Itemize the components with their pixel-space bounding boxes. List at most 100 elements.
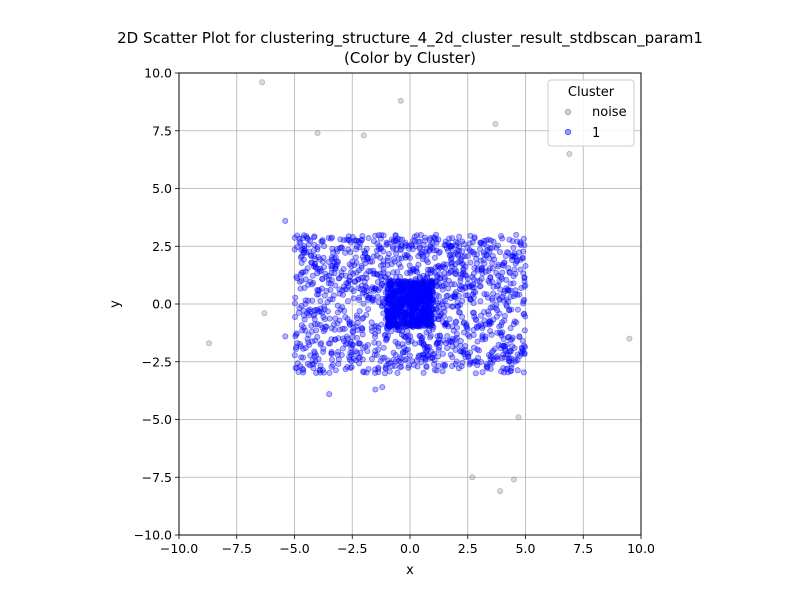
cluster-1-point xyxy=(334,302,341,309)
cluster-1-point xyxy=(357,349,364,356)
cluster-1-point xyxy=(346,318,353,325)
cluster-1-point xyxy=(482,336,489,343)
cluster-1-point xyxy=(314,321,321,328)
cluster-1-point xyxy=(390,356,397,363)
cluster-1-point xyxy=(382,337,389,344)
cluster-1-point xyxy=(292,294,299,301)
cluster-1-point xyxy=(510,244,517,251)
cluster-1-point xyxy=(507,325,514,332)
cluster-1-point xyxy=(435,316,442,323)
cluster-1-point xyxy=(456,247,463,254)
cluster-1-point xyxy=(318,285,325,292)
cluster-1-point xyxy=(444,345,451,352)
cluster-1-point xyxy=(435,236,442,243)
cluster-1-point xyxy=(377,357,384,364)
cluster-1-point xyxy=(369,258,376,265)
cluster-1-point xyxy=(385,357,392,364)
cluster-1-point xyxy=(483,237,490,244)
x-axis-label: x xyxy=(406,563,414,578)
legend-label-noise: noise xyxy=(592,105,627,120)
cluster-1-point xyxy=(331,326,338,333)
cluster-1-point xyxy=(439,263,446,270)
cluster-1-point xyxy=(521,327,528,334)
cluster-1-point xyxy=(299,365,306,372)
cluster-1-point xyxy=(353,312,360,319)
cluster-1-point xyxy=(313,327,320,334)
data-points xyxy=(206,79,633,495)
cluster-1-point xyxy=(353,246,360,253)
cluster-1-point xyxy=(378,232,385,239)
cluster-1-point xyxy=(401,278,408,285)
cluster-1-point xyxy=(360,300,367,307)
cluster-1-point xyxy=(479,332,486,339)
cluster-1-point xyxy=(338,272,345,279)
cluster-1-point xyxy=(380,248,387,255)
cluster-1-point xyxy=(311,233,318,240)
cluster-1-point xyxy=(301,285,308,292)
cluster-1-point xyxy=(325,340,332,347)
cluster-1-point xyxy=(490,347,497,354)
cluster-1-point xyxy=(489,265,496,272)
cluster-1-point xyxy=(352,254,359,261)
cluster-1-point xyxy=(485,311,492,318)
cluster-1-point xyxy=(296,278,303,285)
cluster-1-point xyxy=(410,237,417,244)
cluster-1-point xyxy=(326,272,333,279)
cluster-1-point xyxy=(342,314,349,321)
cluster-1-point xyxy=(470,270,477,277)
cluster-1-point xyxy=(511,356,518,363)
cluster-1-point xyxy=(321,264,328,271)
cluster-1-point xyxy=(420,369,427,376)
cluster-1-point xyxy=(310,365,317,372)
cluster-1-point xyxy=(395,241,402,248)
cluster-1-point xyxy=(358,265,365,272)
cluster-1-point xyxy=(395,288,402,295)
cluster-1-point xyxy=(305,307,312,314)
cluster-1-point xyxy=(317,308,324,315)
cluster-1-point xyxy=(415,261,422,268)
cluster-1-point xyxy=(300,354,307,361)
cluster-1-point xyxy=(319,275,326,282)
y-tick-label: 5.0 xyxy=(152,181,172,196)
cluster-1-point xyxy=(339,287,346,294)
cluster-1-point xyxy=(413,303,420,310)
cluster-1-point xyxy=(327,286,334,293)
cluster-1-point xyxy=(347,364,354,371)
cluster-1-point xyxy=(396,320,403,327)
cluster-1-point xyxy=(400,295,407,302)
cluster-1-point xyxy=(394,369,401,376)
cluster-1-point xyxy=(371,351,378,358)
cluster-1-point xyxy=(441,361,448,368)
cluster-1-point xyxy=(390,303,397,310)
cluster-1-point xyxy=(314,306,321,313)
cluster-1-point xyxy=(519,337,526,344)
cluster-1-point xyxy=(297,271,304,278)
cluster-1-point xyxy=(447,251,454,258)
cluster-1-point xyxy=(422,292,429,299)
cluster-1-point xyxy=(457,285,464,292)
cluster-1-point xyxy=(409,315,416,322)
cluster-1-point xyxy=(326,369,333,376)
cluster-1-point xyxy=(339,325,346,332)
cluster-1-point xyxy=(371,369,378,376)
cluster-1-point xyxy=(328,254,335,261)
cluster-1-point xyxy=(489,304,496,311)
cluster-1-point xyxy=(354,319,361,326)
cluster-1-point xyxy=(446,235,453,242)
cluster-1-point xyxy=(462,292,469,299)
cluster-1-point xyxy=(479,369,486,376)
cluster-1-point xyxy=(425,286,432,293)
cluster-1-point xyxy=(292,346,299,353)
noise-point xyxy=(397,97,404,104)
cluster-1-point xyxy=(359,331,366,338)
cluster-1-point xyxy=(390,269,397,276)
cluster-1-point xyxy=(365,366,372,373)
cluster-1-point xyxy=(360,314,367,321)
cluster-1-point xyxy=(314,265,321,272)
cluster-1-point xyxy=(362,283,369,290)
cluster-1-point xyxy=(350,288,357,295)
cluster-1-point xyxy=(390,309,397,316)
noise-point xyxy=(259,79,266,86)
chart-subtitle: (Color by Cluster) xyxy=(344,49,476,67)
cluster-1-point xyxy=(388,236,395,243)
